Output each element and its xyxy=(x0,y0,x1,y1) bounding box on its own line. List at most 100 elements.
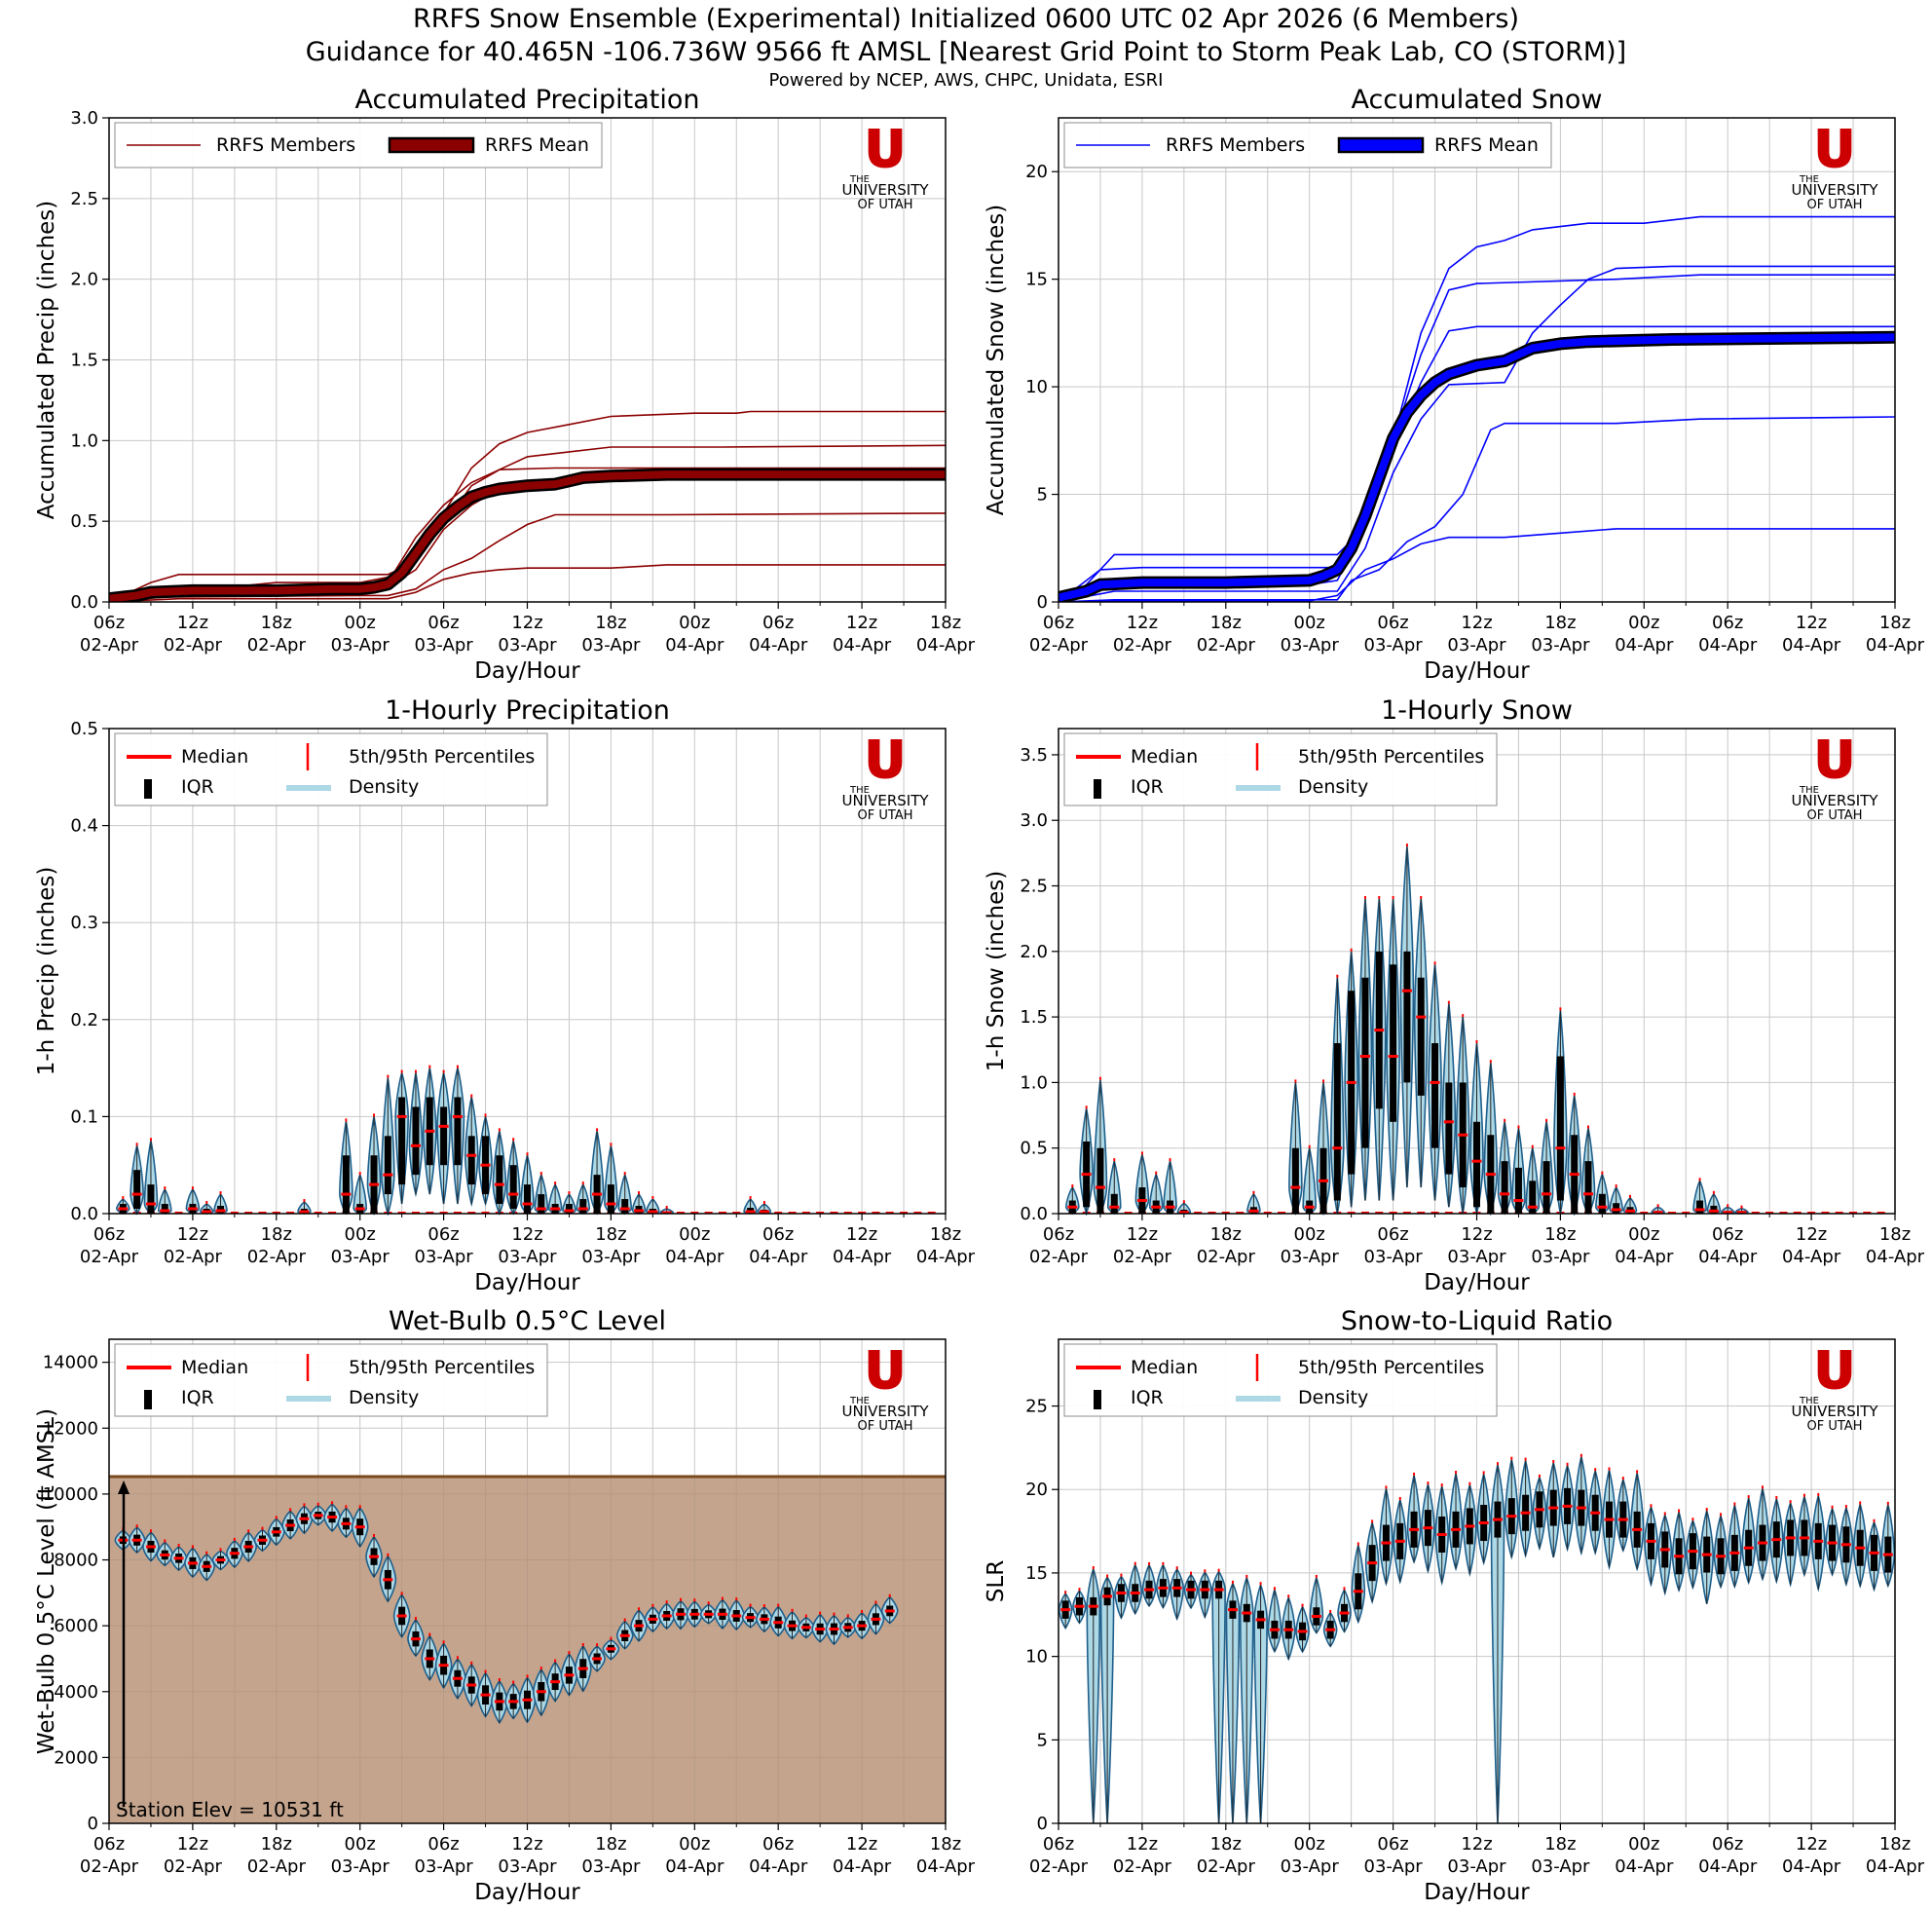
violin-iqr-box xyxy=(1556,1056,1564,1201)
y-tick-label: 6000 xyxy=(54,1616,98,1636)
violin xyxy=(1058,1591,1073,1630)
x-tick-label-hour: 00z xyxy=(679,1834,710,1855)
x-tick-label-hour: 18z xyxy=(1544,1834,1576,1855)
violin xyxy=(1065,1184,1080,1215)
violin-iqr-box xyxy=(147,1184,155,1214)
violin xyxy=(436,1069,451,1205)
x-tick-label-date: 04-Apr xyxy=(916,1247,976,1267)
x-tick-label-hour: 06z xyxy=(1712,613,1743,633)
violin xyxy=(1644,1504,1658,1588)
x-tick-label-hour: 12z xyxy=(1461,1834,1492,1855)
violin xyxy=(547,1181,563,1215)
violin-iqr-box xyxy=(1291,1147,1299,1214)
x-tick-label-date: 04-Apr xyxy=(749,635,808,656)
violin xyxy=(379,1553,397,1603)
y-tick-label: 0.0 xyxy=(70,1204,98,1224)
y-tick-label: 3.0 xyxy=(70,108,98,129)
violin xyxy=(1267,1587,1282,1654)
violin-iqr-box xyxy=(1473,1121,1480,1208)
violin xyxy=(450,1065,465,1205)
x-tick-label-hour: 00z xyxy=(1628,613,1659,633)
x-tick-label-date: 02-Apr xyxy=(247,635,307,656)
violin xyxy=(1128,1561,1143,1616)
station-elevation-label: Station Elev = 10531 ft xyxy=(116,1798,344,1821)
x-tick-label-date: 04-Apr xyxy=(1866,635,1925,656)
logo-text-of-utah: OF UTAH xyxy=(858,808,913,823)
legend-box xyxy=(1063,732,1498,806)
legend-iqr-swatch xyxy=(144,779,152,799)
x-tick-label-hour: 06z xyxy=(1712,1224,1743,1245)
x-tick-label-hour: 06z xyxy=(1043,613,1074,633)
x-tick-label-hour: 18z xyxy=(261,1834,292,1855)
violin xyxy=(1198,1569,1212,1620)
x-tick-label-hour: 06z xyxy=(1043,1224,1074,1245)
violin xyxy=(1371,895,1387,1201)
x-tick-label-date: 03-Apr xyxy=(1531,1247,1590,1267)
violin xyxy=(1093,1076,1108,1216)
x-tick-label-date: 02-Apr xyxy=(1113,1856,1172,1877)
x-tick-label-hour: 12z xyxy=(1796,613,1827,633)
member-line-4 xyxy=(1059,265,1895,602)
violin xyxy=(1351,1542,1366,1625)
violin xyxy=(130,1143,144,1216)
legend-label-iqr: IQR xyxy=(181,776,214,798)
x-axis-label: Day/Hour xyxy=(474,1270,580,1295)
violin xyxy=(798,1614,815,1639)
legend-label-percentiles: 5th/95th Percentiles xyxy=(1298,1357,1484,1378)
violin xyxy=(1602,1467,1616,1571)
violin xyxy=(769,1603,788,1637)
x-tick-label-date: 03-Apr xyxy=(581,1856,641,1877)
violin xyxy=(394,1069,409,1205)
violin xyxy=(1099,1574,1115,1824)
violin xyxy=(1567,1092,1582,1217)
logo-u-mark: U xyxy=(865,731,906,790)
y-tick-label: 0 xyxy=(88,1814,98,1834)
x-tick-label-date: 03-Apr xyxy=(415,1247,474,1267)
x-tick-label-hour: 06z xyxy=(1377,613,1408,633)
violin xyxy=(1239,1574,1254,1824)
y-tick-label: 0.4 xyxy=(70,816,98,837)
x-tick-label-date: 03-Apr xyxy=(1281,635,1340,656)
violin xyxy=(1553,1007,1568,1215)
x-tick-label-hour: 12z xyxy=(846,613,877,633)
violin xyxy=(1246,1190,1261,1215)
x-tick-label-hour: 18z xyxy=(261,613,292,633)
panel-wetbulb: Station Elev = 10531 ft Median 5th/95th Pe… xyxy=(34,1306,976,1905)
x-tick-label-date: 02-Apr xyxy=(80,1856,139,1877)
figure-subtitle: Guidance for 40.465N -106.736W 9566 ft A… xyxy=(305,37,1627,67)
x-tick-label-date: 04-Apr xyxy=(1782,1856,1841,1877)
violin xyxy=(1141,1561,1157,1608)
violin xyxy=(1671,1509,1687,1593)
violin xyxy=(1288,1079,1303,1216)
legend-label-members: RRFS Members xyxy=(216,134,355,156)
y-tick-label: 4000 xyxy=(54,1682,98,1703)
legend-label-median: Median xyxy=(181,746,248,768)
violin xyxy=(116,1196,130,1215)
x-tick-label-hour: 18z xyxy=(595,1224,626,1245)
violin-iqr-box xyxy=(1333,1043,1341,1201)
x-tick-label-date: 04-Apr xyxy=(749,1856,808,1877)
x-tick-label-hour: 12z xyxy=(1127,613,1158,633)
y-tick-label: 3.5 xyxy=(1020,745,1048,766)
x-axis-label: Day/Hour xyxy=(1424,1270,1530,1295)
violin xyxy=(1469,1040,1484,1215)
violin xyxy=(1728,1502,1742,1590)
violin xyxy=(1734,1205,1749,1215)
x-axis-label: Day/Hour xyxy=(1424,1880,1530,1905)
x-tick-label-hour: 06z xyxy=(762,1224,794,1245)
x-tick-label-date: 03-Apr xyxy=(1281,1247,1340,1267)
y-tick-label: 1.0 xyxy=(1020,1072,1048,1093)
member-line-6 xyxy=(109,564,946,602)
violin xyxy=(1657,1512,1673,1596)
violin xyxy=(1428,961,1442,1201)
violin-iqr-box xyxy=(1445,1082,1453,1175)
member-line-6 xyxy=(1059,528,1895,602)
violin xyxy=(1072,1588,1087,1625)
violin xyxy=(1079,1105,1094,1217)
violin xyxy=(1322,1609,1338,1648)
x-tick-label-hour: 06z xyxy=(1377,1834,1408,1855)
panel-title: Wet-Bulb 0.5°C Level xyxy=(389,1306,666,1336)
x-tick-label-date: 04-Apr xyxy=(1782,1247,1841,1267)
violin xyxy=(1337,1587,1352,1633)
legend-label-percentiles: 5th/95th Percentiles xyxy=(349,746,535,768)
